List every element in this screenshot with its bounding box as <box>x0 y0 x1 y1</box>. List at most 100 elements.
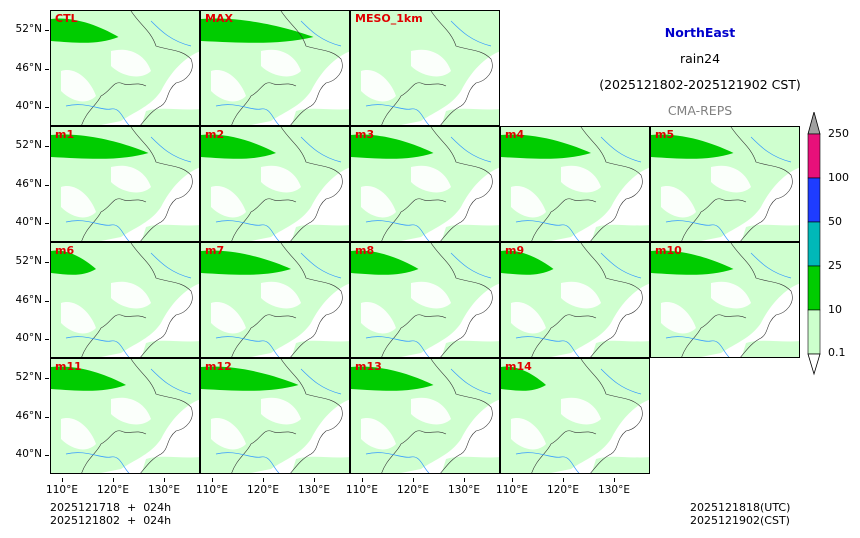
moderate-rain-area <box>51 366 126 391</box>
border-lines <box>531 127 643 241</box>
border-lines <box>381 127 493 241</box>
panel-label: m8 <box>355 244 375 257</box>
colorbar-band <box>807 177 821 223</box>
map-layer <box>51 359 199 473</box>
border-lines <box>381 243 493 357</box>
init-time-cst: 2025121802 + 024h <box>50 514 172 527</box>
period-title: (2025121802-2025121902 CST) <box>599 77 801 92</box>
map-panel: m6 <box>50 242 200 358</box>
dry-area <box>361 397 451 450</box>
lat-tick: 40°N <box>0 448 49 460</box>
dry-area <box>511 397 601 450</box>
map-layer <box>51 127 199 241</box>
moderate-rain-area <box>501 366 546 391</box>
border-lines <box>381 11 493 125</box>
river-lines <box>665 136 792 241</box>
moderate-rain-area <box>201 134 276 159</box>
map-panel: m13 <box>350 358 500 474</box>
panel-label: m2 <box>205 128 225 141</box>
river-lines <box>65 252 192 357</box>
moderate-rain-area <box>651 134 734 159</box>
panel-label: m5 <box>655 128 675 141</box>
variable-title: rain24 <box>679 51 721 66</box>
dry-area <box>511 281 601 334</box>
dry-area <box>511 165 601 218</box>
map-layer <box>351 359 499 473</box>
map-layer <box>201 359 349 473</box>
lon-tick: 120°E <box>538 478 588 496</box>
dry-area <box>211 165 301 218</box>
lat-tick: 46°N <box>0 410 49 422</box>
border-lines <box>531 359 643 473</box>
map-panel: MAX <box>200 10 350 126</box>
map-panel: m12 <box>200 358 350 474</box>
river-lines <box>515 252 642 357</box>
dry-area <box>361 49 451 102</box>
moderate-rain-area <box>351 250 419 275</box>
lat-tick: 52°N <box>0 23 49 35</box>
river-lines <box>215 136 342 241</box>
lon-tick: 130°E <box>139 478 189 496</box>
dry-area <box>361 165 451 218</box>
lon-tick: 110°E <box>37 478 87 496</box>
moderate-rain-area <box>201 18 314 43</box>
panel-label: m10 <box>655 244 682 257</box>
model-title: CMA-REPS <box>667 103 733 118</box>
dry-area <box>61 281 151 334</box>
map-layer <box>51 11 199 125</box>
panel-label: CTL <box>55 12 78 25</box>
border-lines <box>81 243 193 357</box>
map-panel: CTL <box>50 10 200 126</box>
lon-tick: 110°E <box>187 478 237 496</box>
panel-label: m7 <box>205 244 225 257</box>
panel-label: m9 <box>505 244 525 257</box>
lat-tick: 52°N <box>0 255 49 267</box>
lat-tick: 40°N <box>0 332 49 344</box>
dry-area <box>61 49 151 102</box>
map-panel: m14 <box>500 358 650 474</box>
border-lines <box>231 127 343 241</box>
lon-tick: 120°E <box>388 478 438 496</box>
panel-label: m3 <box>355 128 375 141</box>
colorbar-band <box>807 133 821 179</box>
panel-label: m4 <box>505 128 525 141</box>
border-lines <box>231 11 343 125</box>
river-lines <box>365 252 492 357</box>
dry-area <box>661 281 751 334</box>
map-layer <box>501 243 649 357</box>
moderate-rain-area <box>51 18 119 43</box>
map-layer <box>351 127 499 241</box>
border-lines <box>81 127 193 241</box>
lon-tick: 120°E <box>238 478 288 496</box>
map-panel: m8 <box>350 242 500 358</box>
panel-label: MESO_1km <box>355 12 423 25</box>
moderate-rain-area <box>201 250 291 275</box>
map-layer <box>201 243 349 357</box>
lon-tick: 130°E <box>589 478 639 496</box>
panel-label: m12 <box>205 360 232 373</box>
moderate-rain-area <box>501 134 591 159</box>
dry-area <box>211 281 301 334</box>
river-lines <box>215 20 342 125</box>
border-lines <box>531 243 643 357</box>
lat-tick: 40°N <box>0 216 49 228</box>
dry-area <box>61 397 151 450</box>
map-panel: m2 <box>200 126 350 242</box>
moderate-rain-area <box>501 250 554 275</box>
colorbar-band <box>807 221 821 267</box>
map-panel: m9 <box>500 242 650 358</box>
dry-area <box>361 281 451 334</box>
moderate-rain-area <box>651 250 734 275</box>
border-lines <box>81 11 193 125</box>
map-panel: m3 <box>350 126 500 242</box>
map-panel: m7 <box>200 242 350 358</box>
region-title: NorthEast <box>664 25 736 40</box>
map-panel: m5 <box>650 126 800 242</box>
map-panel: MESO_1km <box>350 10 500 126</box>
river-lines <box>215 368 342 473</box>
moderate-rain-area <box>351 366 434 391</box>
colorbar-tick: 10 <box>828 303 842 316</box>
dry-area <box>661 165 751 218</box>
colorbar-tick: 25 <box>828 259 842 272</box>
colorbar-band <box>807 309 821 355</box>
